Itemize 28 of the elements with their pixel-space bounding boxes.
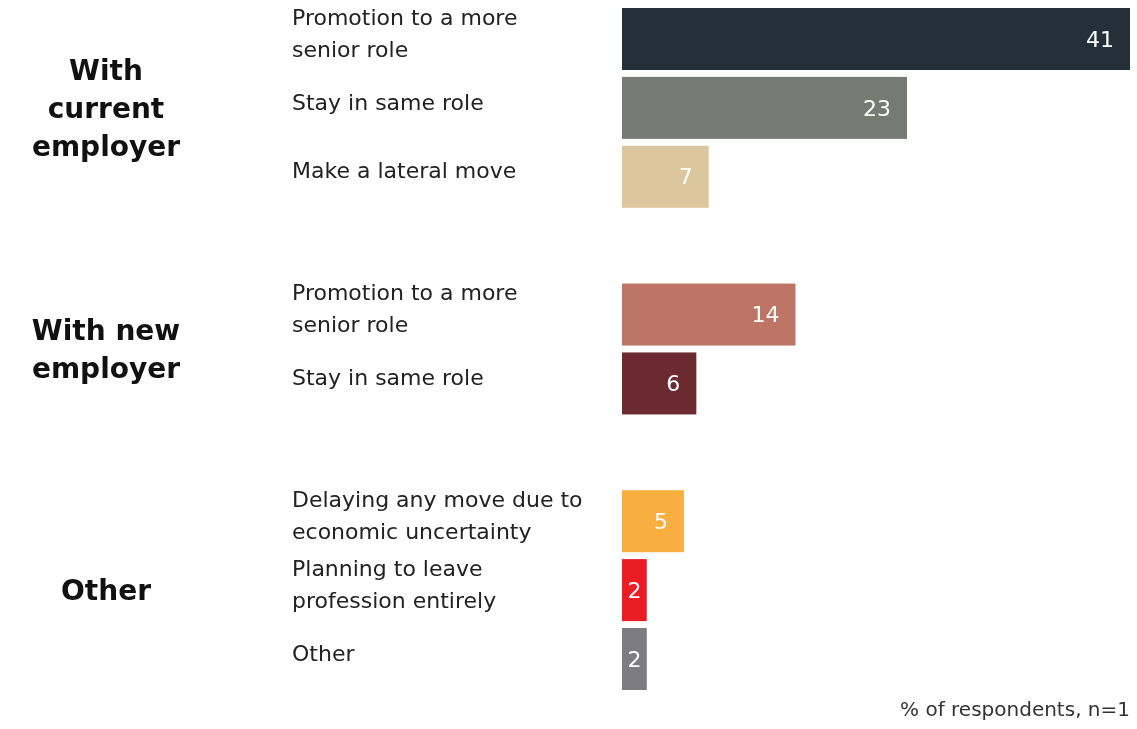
bar [622, 352, 697, 415]
bar [622, 145, 709, 208]
y-tick-label: Planning to leave profession entirely [292, 555, 497, 613]
bar [622, 8, 1130, 70]
bar [622, 628, 647, 690]
data-label: 6 [666, 371, 681, 397]
y-tick-label: Promotion to a more senior role [292, 280, 518, 338]
bar [622, 490, 684, 553]
text: With current employer [31, 53, 181, 163]
data-label: 14 [751, 302, 780, 328]
y-tick-label: Make a lateral move [292, 158, 517, 184]
bar [622, 559, 647, 622]
data-label: 23 [862, 95, 891, 121]
bar [622, 283, 796, 346]
y-tick-label: Promotion to a more senior role [292, 4, 518, 62]
data-label: 7 [678, 164, 693, 190]
data-label: 5 [653, 508, 668, 534]
y-tick-label: Other [292, 640, 356, 666]
y-tick-label: Delaying any move due to economic uncertainty [292, 486, 583, 544]
text: % of respondents, n=1 [900, 697, 1130, 721]
text: Other [61, 573, 152, 607]
data-label: 41 [1086, 26, 1114, 52]
data-label: 2 [627, 577, 642, 603]
y-tick-label: Stay in same role [292, 365, 484, 391]
bar [622, 76, 907, 139]
data-label: 2 [627, 646, 642, 672]
y-tick-label: Stay in same role [292, 89, 484, 115]
text: With new employer [31, 313, 181, 385]
